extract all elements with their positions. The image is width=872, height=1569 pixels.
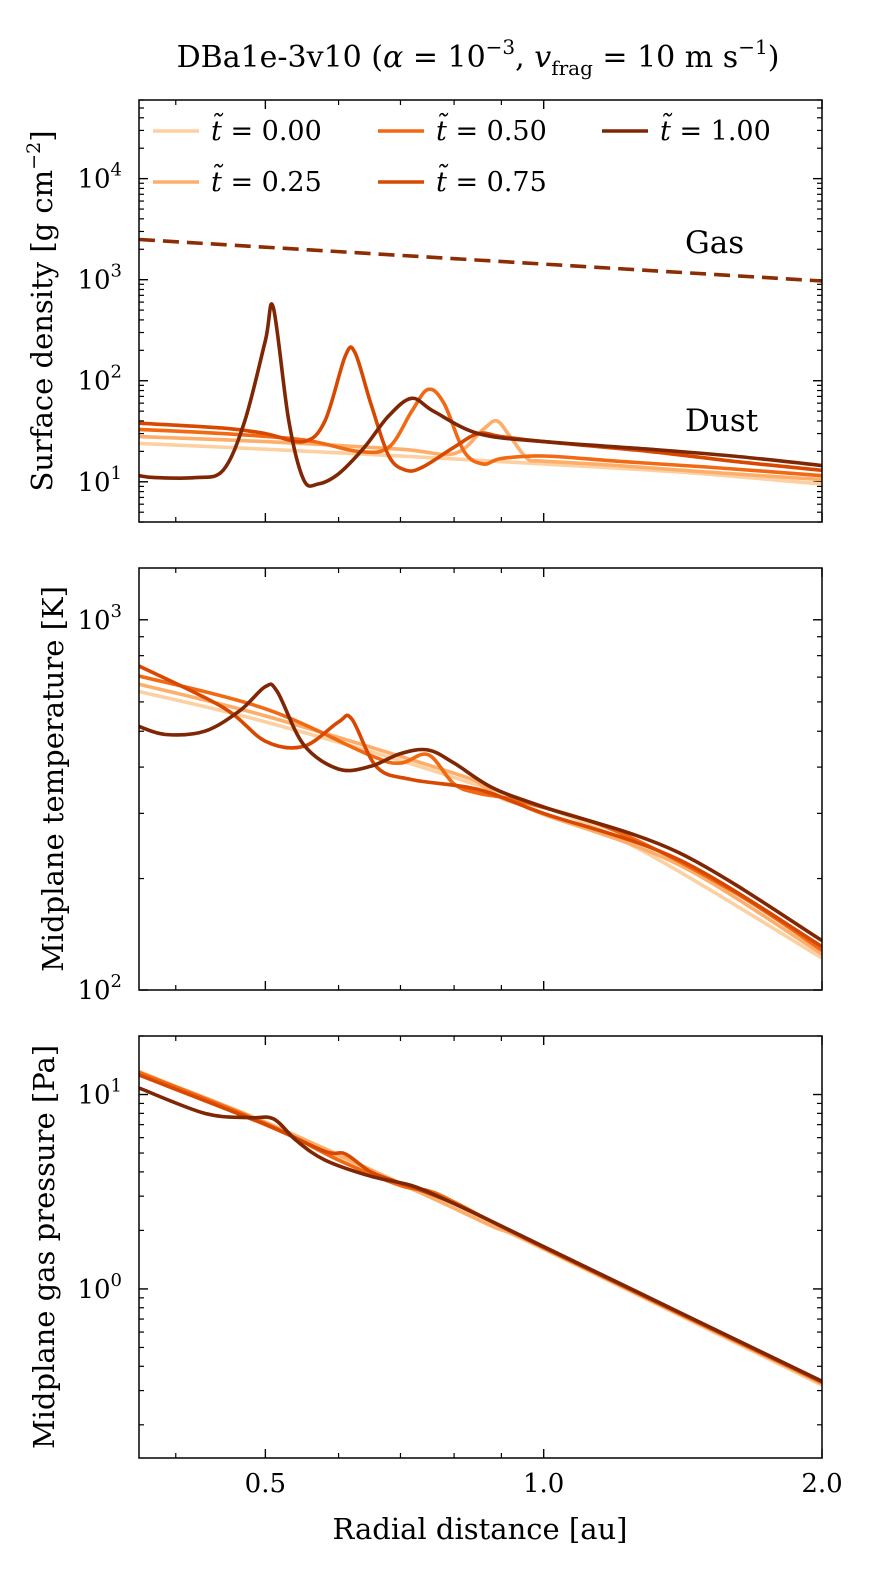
legend-label: t̃ = 1.00 <box>660 112 771 147</box>
y-tick-label: 101 <box>77 463 122 498</box>
legend-item: t̃ = 1.00 <box>602 112 771 147</box>
series-line-t-1.00 <box>139 682 822 943</box>
series-line-t-1.00 <box>139 302 822 488</box>
panel-midplane-pressure-ytick-labels: 100 101 <box>77 1076 122 1305</box>
panel-surface-density-frame <box>138 99 823 523</box>
y-tick-label: 102 <box>77 362 122 397</box>
legend-item: t̃ = 0.25 <box>153 163 322 198</box>
y-tick-label: 102 <box>77 971 122 1006</box>
legend-label: t̃ = 0.00 <box>211 112 322 147</box>
panel-midplane-temperature-ytick-labels: 102 103 <box>77 601 122 1006</box>
series-line-t-0.00 <box>139 689 822 960</box>
panel-surface-density: 101 102 103 104 Surface density [g cm−2] Ga… <box>23 99 823 523</box>
panel-surface-density-plot <box>139 237 822 488</box>
legend-item: t̃ = 0.50 <box>378 112 547 147</box>
series-line-t-0.25 <box>139 682 822 956</box>
temperature-y-axis-label: Midplane temperature [K] <box>36 586 70 972</box>
y-tick-label: 100 <box>77 1270 122 1305</box>
y-tick-label: 103 <box>77 261 122 296</box>
surface-density-y-axis-label: Surface density [g cm−2] <box>23 130 59 491</box>
y-tick-label: 104 <box>77 160 122 195</box>
panel-midplane-pressure-ticks <box>139 1035 823 1458</box>
legend-label: t̃ = 0.50 <box>436 112 547 147</box>
x-tick-labels: 0.5 1.0 2.0 <box>245 1469 843 1499</box>
panel-midplane-pressure-frame <box>138 1035 823 1459</box>
panel-midplane-temperature-plot <box>139 664 822 960</box>
panel-midplane-temperature: 102 103 Midplane temperature [K] <box>36 567 823 1006</box>
panel-midplane-pressure: 100 101 Midplane gas pressure [Pa] 0.5 1.0… <box>27 1035 843 1499</box>
legend-item: t̃ = 0.00 <box>153 112 322 147</box>
dust-annotation: Dust <box>685 403 759 439</box>
series-line-t-0.75 <box>139 664 822 949</box>
legend-label: t̃ = 0.75 <box>436 163 547 198</box>
series-line-gas <box>139 237 822 283</box>
pressure-y-axis-label: Midplane gas pressure [Pa] <box>27 1045 61 1449</box>
x-tick-label: 1.0 <box>523 1469 564 1499</box>
panel-midplane-pressure-plot <box>139 1069 822 1387</box>
panel-midplane-temperature-frame <box>138 567 823 991</box>
gas-annotation: Gas <box>685 225 744 261</box>
y-tick-label: 101 <box>77 1076 122 1111</box>
legend: t̃ = 0.00 t̃ = 0.25 t̃ = 0.50 t̃ = 0.75 t̃ =… <box>153 112 771 198</box>
x-tick-label: 2.0 <box>801 1469 842 1499</box>
y-tick-label: 103 <box>77 601 122 636</box>
legend-label: t̃ = 0.25 <box>211 163 322 198</box>
x-tick-label: 0.5 <box>245 1469 286 1499</box>
chart-title: DBa1e-3v10 (α = 10−3, vfrag = 10 m s−1) <box>177 35 780 80</box>
series-line-t-1.00 <box>139 1086 822 1383</box>
legend-item: t̃ = 0.75 <box>378 163 547 198</box>
x-axis-label: Radial distance [au] <box>333 1512 628 1546</box>
panel-surface-density-ytick-labels: 101 102 103 104 <box>77 160 122 498</box>
